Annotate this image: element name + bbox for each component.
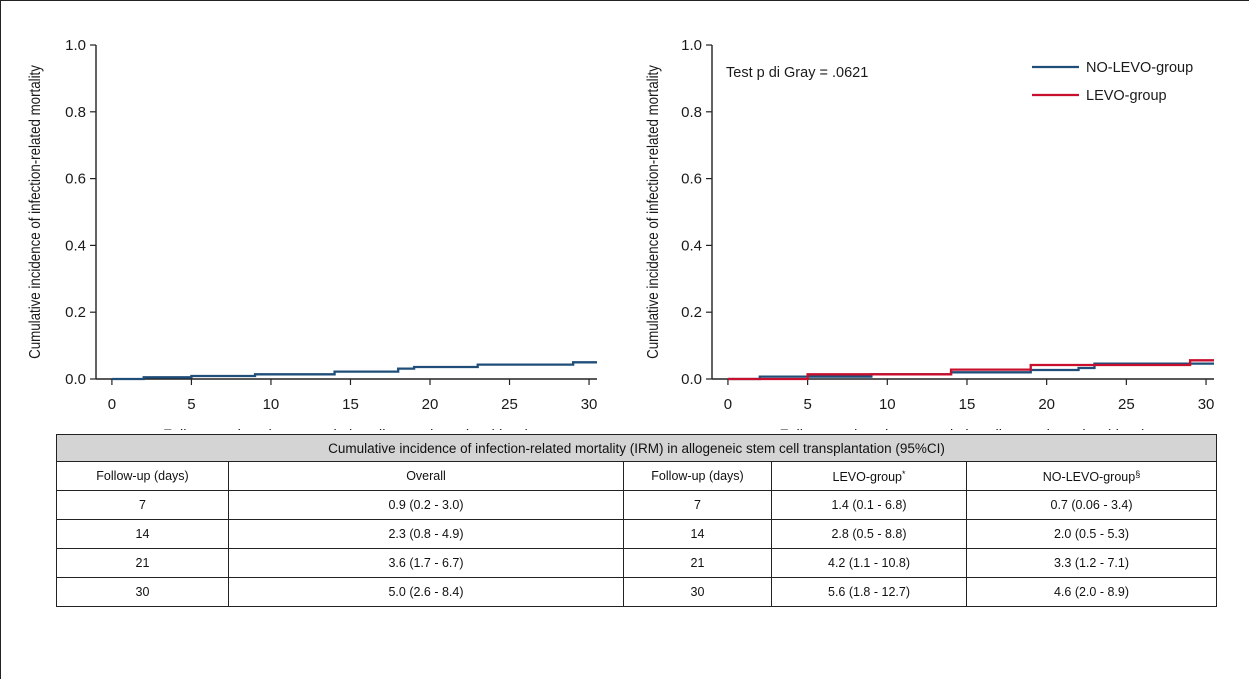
x-tick-label: 15 bbox=[342, 396, 359, 413]
legend-label: NO-LEVO-group bbox=[1086, 60, 1193, 76]
y-tick-label: 0.6 bbox=[65, 171, 86, 188]
x-tick-label: 10 bbox=[263, 396, 280, 413]
table-header-row: Follow-up (days) Overall Follow-up (days… bbox=[56, 461, 1217, 491]
chart-by-group: 0.0 0.2 0.4 0.6 0.8 1.0 0 5 10 15 20 25 30 Follow-up … bbox=[645, 37, 1215, 430]
y-tick-label: 0.8 bbox=[65, 104, 86, 121]
table-cell: 2.0 (0.5 - 5.3) bbox=[966, 519, 1217, 549]
y-tick-label: 0.2 bbox=[681, 304, 702, 321]
table-row: 14 2.3 (0.8 - 4.9) 14 2.8 (0.5 - 8.8) 2.… bbox=[56, 519, 1217, 549]
footnote-mark: * bbox=[901, 468, 906, 479]
x-tick-label: 30 bbox=[581, 396, 598, 413]
table-cell: 1.4 (0.1 - 6.8) bbox=[771, 490, 967, 520]
x-tick-label: 5 bbox=[187, 396, 195, 413]
legend-label: LEVO-group bbox=[1086, 88, 1167, 104]
irm-table: Cumulative incidence of infection-relate… bbox=[56, 434, 1217, 607]
y-tick-label: 0.2 bbox=[65, 304, 86, 321]
table-row: 7 0.9 (0.2 - 3.0) 7 1.4 (0.1 - 6.8) 0.7 … bbox=[56, 490, 1217, 520]
table-cell: 2.3 (0.8 - 4.9) bbox=[228, 519, 624, 549]
footnote-mark: § bbox=[1135, 468, 1141, 479]
table-cell: 0.9 (0.2 - 3.0) bbox=[228, 490, 624, 520]
table-cell: 0.7 (0.06 - 3.4) bbox=[966, 490, 1217, 520]
y-tick-label: 0.4 bbox=[65, 237, 86, 254]
table-cell: 3.3 (1.2 - 7.1) bbox=[966, 548, 1217, 578]
y-tick-label: 1.0 bbox=[65, 37, 86, 54]
table-cell: 21 bbox=[623, 548, 772, 578]
x-tick-label: 0 bbox=[724, 396, 732, 413]
x-tick-label: 20 bbox=[422, 396, 439, 413]
y-tick-label: 0.0 bbox=[65, 371, 86, 388]
series-line bbox=[727, 359, 1214, 381]
series-line bbox=[111, 361, 597, 381]
table-cell: 7 bbox=[56, 490, 229, 520]
table-caption: Cumulative incidence of infection-relate… bbox=[56, 434, 1217, 462]
x-tick-label: 15 bbox=[959, 396, 976, 413]
table-cell: 4.2 (1.1 - 10.8) bbox=[771, 548, 967, 578]
y-tick-label: 0.8 bbox=[681, 104, 702, 121]
table-cell: 14 bbox=[56, 519, 229, 549]
table-cell: 21 bbox=[56, 548, 229, 578]
table-cell: 7 bbox=[623, 490, 772, 520]
table-cell: 4.6 (2.0 - 8.9) bbox=[966, 577, 1217, 607]
x-tick-label: 25 bbox=[501, 396, 518, 413]
table-row: 21 3.6 (1.7 - 6.7) 21 4.2 (1.1 - 10.8) 3… bbox=[56, 548, 1217, 578]
table-cell: 5.0 (2.6 - 8.4) bbox=[228, 577, 624, 607]
x-tick-label: 20 bbox=[1038, 396, 1055, 413]
x-axis-label: Follow-up since hematopoietic cell trans… bbox=[163, 427, 530, 430]
x-axis-label: Follow-up since hematopoietic cell trans… bbox=[779, 427, 1146, 430]
table-cell: 2.8 (0.5 - 8.8) bbox=[771, 519, 967, 549]
column-header: Follow-up (days) bbox=[623, 461, 772, 491]
column-header: LEVO-group* bbox=[771, 461, 967, 491]
column-header: Overall bbox=[228, 461, 624, 491]
x-tick-label: 5 bbox=[803, 396, 811, 413]
y-tick-label: 1.0 bbox=[681, 37, 702, 54]
table-cell: 30 bbox=[56, 577, 229, 607]
table-row: 30 5.0 (2.6 - 8.4) 30 5.6 (1.8 - 12.7) 4… bbox=[56, 577, 1217, 607]
chart-overall: 0.0 0.2 0.4 0.6 0.8 1.0 0 5 10 15 20 25 30 Follow-up … bbox=[27, 37, 598, 430]
table-cell: 3.6 (1.7 - 6.7) bbox=[228, 548, 624, 578]
y-tick-label: 0.4 bbox=[681, 237, 702, 254]
column-header: NO-LEVO-group§ bbox=[966, 461, 1217, 491]
table-cell: 5.6 (1.8 - 12.7) bbox=[771, 577, 967, 607]
y-axis-label: Cumulative incidence of infection-relate… bbox=[27, 64, 44, 358]
x-tick-label: 30 bbox=[1198, 396, 1215, 413]
table-cell: 30 bbox=[623, 577, 772, 607]
x-tick-label: 25 bbox=[1118, 396, 1135, 413]
y-axis-label: Cumulative incidence of infection-relate… bbox=[645, 64, 662, 358]
annotation: Test p di Gray = .0621 bbox=[726, 65, 868, 81]
column-header: Follow-up (days) bbox=[56, 461, 229, 491]
x-tick-label: 10 bbox=[879, 396, 896, 413]
x-tick-label: 0 bbox=[108, 396, 116, 413]
y-tick-label: 0.0 bbox=[681, 371, 702, 388]
y-tick-label: 0.6 bbox=[681, 171, 702, 188]
table-cell: 14 bbox=[623, 519, 772, 549]
